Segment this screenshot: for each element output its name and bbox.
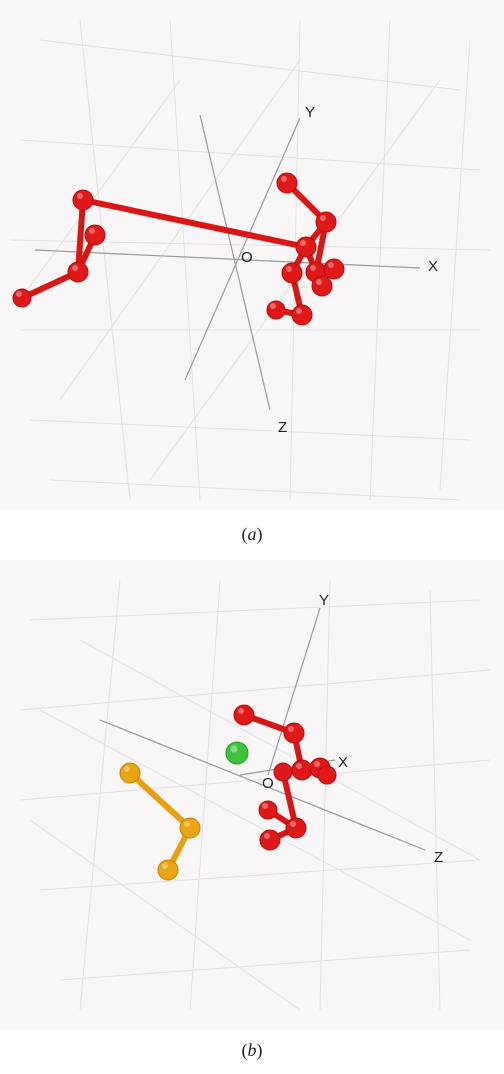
atom <box>295 236 317 258</box>
atom <box>283 722 305 744</box>
atom <box>72 189 94 211</box>
z-axis <box>199 114 271 411</box>
x-axis-label: X <box>338 754 348 771</box>
y-axis-label: Y <box>319 592 329 609</box>
atom <box>291 304 313 326</box>
atom <box>266 300 286 320</box>
atom <box>273 762 293 782</box>
coordinate-axes <box>34 114 421 411</box>
atom <box>84 224 106 246</box>
caption-b: (b) <box>241 1040 263 1060</box>
caption-a: (a) <box>241 524 263 544</box>
atom <box>67 261 89 283</box>
red-molecule <box>12 172 345 326</box>
background-grid <box>19 579 491 1011</box>
atom <box>311 275 333 297</box>
atom <box>317 765 337 785</box>
panel-a-3d-view: X Y Z O <box>0 0 504 510</box>
z-axis <box>99 719 426 851</box>
atom <box>119 762 141 784</box>
origin-label: O <box>262 775 274 792</box>
atom <box>291 759 313 781</box>
y-axis-label: Y <box>305 104 315 121</box>
orange-fragment <box>119 762 201 881</box>
atom <box>258 800 278 820</box>
panel-a-canvas: X Y Z O <box>9 19 491 501</box>
atom <box>259 829 281 851</box>
y-axis <box>267 607 321 776</box>
atom <box>276 172 298 194</box>
atom <box>12 288 32 308</box>
panel-b-canvas: X Y Z O <box>19 579 491 1011</box>
red-molecule <box>233 704 337 851</box>
atom <box>281 262 303 284</box>
y-axis <box>184 117 301 381</box>
x-axis <box>34 249 421 269</box>
atom <box>323 258 345 280</box>
atom <box>157 859 179 881</box>
atom <box>285 817 307 839</box>
z-axis-label: Z <box>434 849 443 866</box>
atom <box>233 704 255 726</box>
panel-b-3d-view: X Y Z O <box>0 560 504 1030</box>
z-axis-label: Z <box>278 419 287 436</box>
atom <box>315 211 337 233</box>
x-axis-label: X <box>428 258 438 275</box>
atom <box>179 817 201 839</box>
ion-sphere <box>225 741 249 765</box>
origin-label: O <box>241 249 253 266</box>
